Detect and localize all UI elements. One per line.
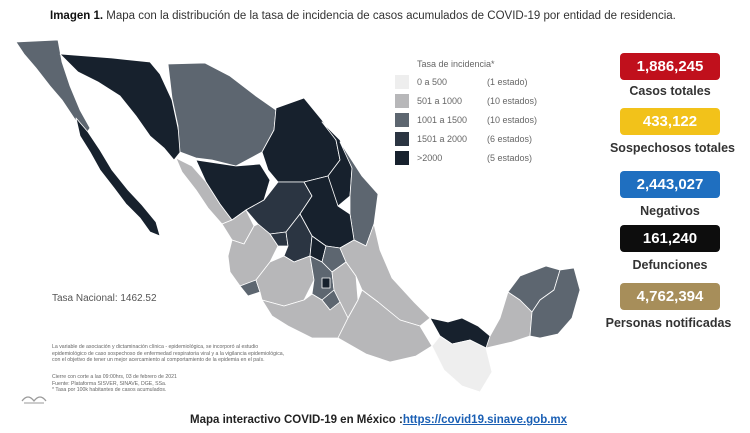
legend-count: (10 estados) <box>487 114 538 125</box>
legend-count: (1 estado) <box>487 76 528 87</box>
stat-sospechosos-value: 433,122 <box>620 108 720 135</box>
stat-negativos-label: Negativos <box>640 204 700 218</box>
legend-item: 1501 a 2000 (6 estados) <box>395 129 570 148</box>
source-line: * Tasa por 100k habitantes de casos acum… <box>52 387 167 394</box>
legend-swatch <box>395 93 409 108</box>
legend-swatch <box>395 150 409 165</box>
state-sonora <box>59 53 183 161</box>
legend-count: (5 estados) <box>487 152 533 163</box>
stat-casos-totales-label: Casos totales <box>629 84 711 98</box>
legend-count: (6 estados) <box>487 133 533 144</box>
stat-negativos-value: 2,443,027 <box>620 171 720 198</box>
stat-defunciones-label: Defunciones <box>632 258 708 272</box>
stat-defunciones-value: 161,240 <box>620 225 720 252</box>
legend-item: 501 a 1000 (10 estados) <box>395 91 570 110</box>
note-line: epidemiológico de caso sospechoso de enf… <box>52 350 285 357</box>
state-jalisco <box>227 223 279 287</box>
state-baja-california <box>15 39 91 135</box>
legend-range: 501 a 1000 <box>417 95 463 106</box>
stat-sospechosos-label: Sospechosos totales <box>609 141 736 155</box>
state-baja-california-sur <box>75 117 161 237</box>
figure-title-label: Imagen 1. <box>50 10 104 22</box>
legend-item: >2000 (5 estados) <box>395 148 570 167</box>
state-quintana-roo <box>529 267 581 339</box>
stat-notificadas-label: Personas notificadas <box>605 316 732 330</box>
legend-item: 0 a 500 (1 estado) <box>395 72 570 91</box>
legend-swatch <box>395 131 409 146</box>
state-guerrero <box>261 293 349 339</box>
legend-item: 1001 a 1500 (10 estados) <box>395 110 570 129</box>
state-cdmx <box>321 277 331 289</box>
note-line: La variable de asociación y dictaminació… <box>52 344 259 350</box>
source-notes: Cierre con corte a las 09:00hrs, 03 de f… <box>52 374 302 394</box>
source-line: Cierre con corte a las 09:00hrs, 03 de f… <box>52 374 177 380</box>
source-line: Fuente: Plataforma SISVER, SINAVE, DGE, … <box>52 380 167 387</box>
interactive-map-footer: Mapa interactivo COVID-19 en México :htt… <box>190 414 567 426</box>
tasa-nacional: Tasa Nacional: 1462.52 <box>52 293 157 304</box>
legend-count: (10 estados) <box>487 95 538 106</box>
legend-swatch <box>395 112 409 127</box>
gov-logo-icon <box>21 396 47 404</box>
sinave-link[interactable]: https://covid19.sinave.gob.mx <box>402 414 568 426</box>
legend-swatch <box>395 74 409 89</box>
state-chihuahua <box>167 62 277 167</box>
methodology-note: La variable de asociación y dictaminació… <box>52 344 352 364</box>
map-legend: Tasa de incidencia* 0 a 500 (1 estado) 501… <box>395 59 570 167</box>
legend-range: >2000 <box>417 152 443 163</box>
legend-range: 0 a 500 <box>417 76 448 87</box>
figure-title-text: Mapa con la distribución de la tasa de i… <box>103 10 676 22</box>
legend-range: 1001 a 1500 <box>417 114 468 125</box>
legend-title: Tasa de incidencia* <box>417 59 495 69</box>
stat-notificadas-value: 4,762,394 <box>620 283 720 310</box>
state-chiapas <box>431 335 493 393</box>
footer-text: Mapa interactivo COVID-19 en México : <box>190 414 403 426</box>
state-oaxaca <box>337 289 433 363</box>
stat-casos-totales-value: 1,886,245 <box>620 53 720 80</box>
note-line: con el objetivo de tener un mejor acerca… <box>52 357 265 364</box>
figure-title: Imagen 1. Mapa con la distribución de la… <box>50 10 730 22</box>
mexico-incidence-map <box>15 39 581 393</box>
legend-range: 1501 a 2000 <box>417 133 468 144</box>
